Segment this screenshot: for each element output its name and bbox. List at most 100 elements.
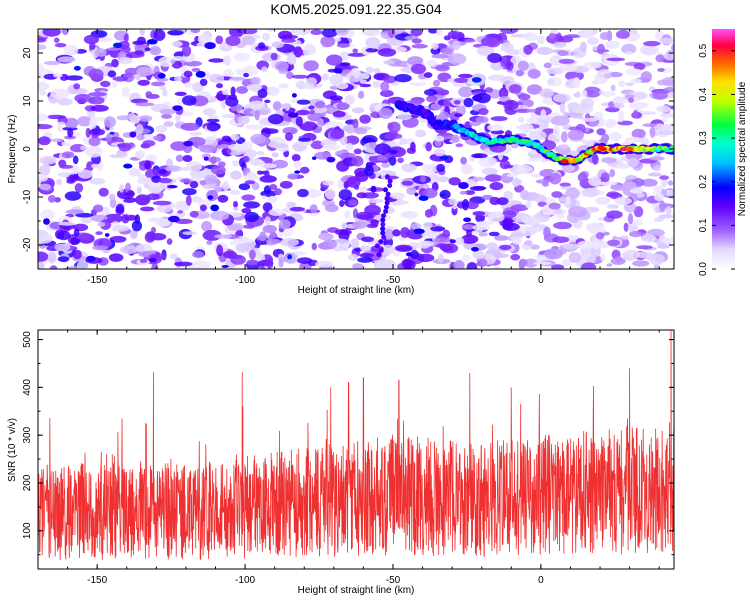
heatmap-cell: [324, 188, 336, 200]
heatmap-cell: [571, 106, 589, 114]
heatmap-cell: [216, 83, 223, 89]
heatmap-cell: [57, 56, 76, 63]
heatmap-cell: [303, 60, 319, 72]
heatmap-cell: [488, 74, 507, 81]
heatmap-cell: [523, 32, 538, 42]
heatmap-cell: [299, 166, 310, 174]
heatmap-cell: [472, 94, 483, 102]
heatmap-cell: [551, 191, 563, 198]
heatmap-cell: [561, 259, 573, 266]
heatmap-cell: [211, 165, 226, 175]
heatmap-cell: [339, 51, 350, 61]
heatmap-cell: [120, 245, 138, 255]
heatmap-cell: [229, 189, 241, 195]
x-tick-label: 0: [538, 275, 544, 286]
heatmap-cell: [285, 132, 293, 142]
heatmap-cell: [618, 80, 626, 87]
heatmap-cell: [562, 163, 575, 172]
heatmap-cell: [184, 82, 194, 89]
heatmap-cell: [662, 79, 674, 87]
heatmap-cell: [639, 137, 650, 145]
heatmap-cell: [478, 156, 497, 168]
heatmap-cell: [229, 76, 246, 81]
heatmap-cell: [610, 84, 616, 92]
heatmap-cell: [264, 170, 270, 179]
heatmap-cell: [448, 198, 457, 205]
heatmap-cell: [649, 126, 656, 139]
heatmap-cell: [203, 156, 209, 161]
heatmap-cell: [233, 201, 238, 208]
heatmap-cell: [88, 136, 101, 147]
heatmap-cell: [280, 238, 299, 247]
heatmap-cell: [336, 102, 350, 111]
heatmap-cell: [91, 134, 99, 138]
heatmap-cell: [613, 103, 625, 109]
heatmap-cell: [221, 100, 227, 109]
heatmap-cell: [666, 50, 673, 58]
heatmap-cell: [471, 230, 479, 235]
heatmap-cell: [558, 58, 575, 65]
heatmap-cell: [320, 35, 336, 48]
heatmap-cell: [157, 77, 169, 82]
heatmap-cell: [169, 203, 178, 208]
heatmap-cell: [487, 211, 505, 223]
heatmap-cell: [632, 102, 649, 107]
heatmap-cell: [38, 251, 49, 262]
heatmap-cell: [77, 116, 92, 127]
heatmap-cell: [577, 240, 595, 250]
heatmap-cell: [54, 197, 61, 203]
heatmap-cell: [490, 116, 508, 122]
heatmap-cell: [406, 186, 417, 195]
heatmap-cell: [305, 188, 322, 198]
heatmap-cell: [348, 253, 359, 261]
heatmap-cell: [456, 104, 466, 117]
heatmap-cell: [38, 262, 45, 269]
heatmap-cell: [207, 195, 214, 200]
heatmap-cell: [267, 195, 278, 203]
snr-panel: -150 -100 -50 0 100 200 300 400 500 Height of st…: [7, 329, 675, 596]
heatmap-cell: [55, 229, 65, 240]
heatmap-cell: [243, 108, 255, 117]
heatmap-cell: [592, 46, 598, 52]
heatmap-cell: [54, 243, 71, 252]
heatmap-cell: [525, 200, 532, 209]
heatmap-cell: [487, 124, 504, 132]
heatmap-cell: [38, 124, 53, 130]
heatmap-cell: [452, 40, 461, 51]
heatmap-cell: [216, 244, 224, 257]
snr-y-axis-title: SNR (10 * v/v): [7, 418, 18, 482]
heatmap-cell: [425, 141, 433, 152]
heatmap-cell: [410, 63, 427, 75]
heatmap-cell: [199, 145, 218, 153]
heatmap-cell: [287, 112, 299, 118]
heatmap-cell: [135, 123, 144, 135]
heatmap-cell: [603, 73, 612, 79]
heatmap-cell: [633, 63, 646, 71]
heatmap-cell: [438, 253, 444, 264]
heatmap-cell: [214, 234, 233, 239]
heatmap-cell: [577, 254, 596, 265]
heatmap-cell: [39, 164, 51, 176]
heatmap-cell: [80, 145, 88, 151]
chart-title: KOM5.2025.091.22.35.G04: [270, 1, 441, 17]
heatmap-cell: [413, 228, 425, 235]
heatmap-cell: [499, 160, 511, 170]
heatmap-cell: [312, 156, 317, 160]
heatmap-cell: [161, 88, 168, 97]
x-tick-label: -100: [235, 575, 255, 586]
heatmap-cell: [190, 29, 201, 33]
heatmap-cell: [89, 178, 106, 185]
heatmap-cell: [476, 45, 495, 56]
heatmap-cell: [127, 113, 136, 121]
heatmap-cell: [481, 167, 498, 175]
heatmap-cell: [441, 243, 459, 254]
heatmap-cell: [329, 95, 343, 101]
heatmap-cell: [630, 78, 642, 84]
heatmap-cell: [88, 68, 104, 80]
heatmap-cell: [332, 110, 346, 118]
heatmap-cell: [171, 41, 183, 47]
heatmap-cell: [123, 33, 129, 43]
heatmap-cell: [154, 218, 171, 227]
heatmap-cell: [632, 260, 650, 267]
